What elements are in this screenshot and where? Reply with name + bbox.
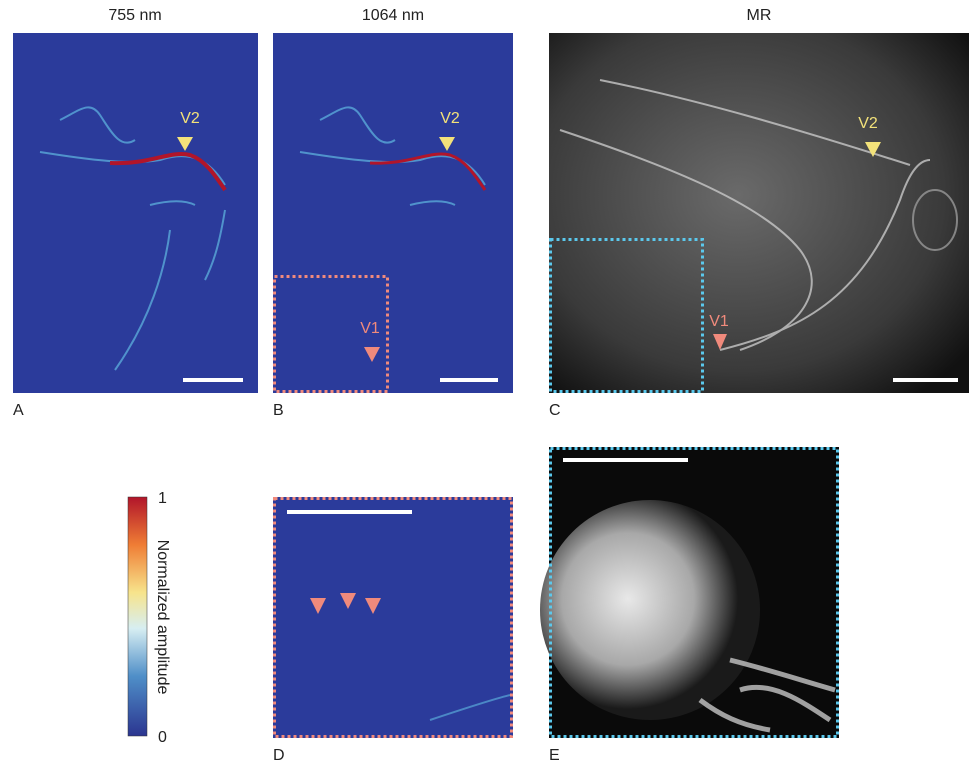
panel-d: D	[273, 497, 513, 763]
panel-title: 1064 nm	[362, 7, 424, 24]
colorbar-label: Normalized amplitude	[154, 540, 171, 695]
colorbar-gradient	[128, 497, 147, 736]
panel-title: MR	[747, 7, 772, 24]
annotation: V2	[180, 110, 200, 127]
colorbar-min: 0	[158, 729, 167, 746]
annotation: V2	[858, 115, 878, 132]
colorbar: 1 0 Normalized amplitude	[128, 490, 171, 746]
panel-label: D	[273, 747, 285, 763]
panel-c: V2 V1 C	[549, 33, 969, 419]
panel-a: V2 A	[13, 33, 258, 419]
tumor	[540, 500, 760, 720]
panel-label: B	[273, 402, 284, 419]
panel-label: E	[549, 747, 560, 763]
panel-b: V2 V1 B	[273, 33, 513, 419]
image	[273, 33, 513, 393]
panel-label: A	[13, 402, 24, 419]
annotation: V2	[440, 110, 460, 127]
colorbar-max: 1	[158, 490, 167, 507]
panel-e: E	[540, 447, 839, 763]
panel-title: 755 nm	[108, 7, 161, 24]
annotation: V1	[709, 313, 729, 330]
image	[13, 33, 258, 393]
figure: 755 nm 1064 nm MR V2 A V2 V1 B	[0, 0, 969, 763]
annotation: V1	[360, 320, 380, 337]
panel-label: C	[549, 402, 561, 419]
image	[273, 497, 513, 738]
